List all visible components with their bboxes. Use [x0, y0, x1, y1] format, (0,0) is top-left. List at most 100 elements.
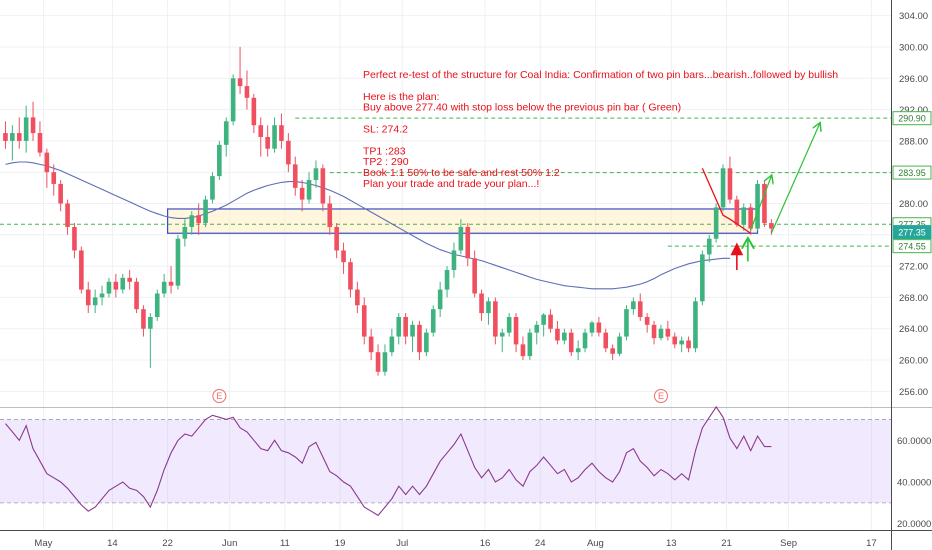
- price-badge-label-3: 277.35: [898, 228, 926, 238]
- candle-56: [389, 328, 395, 357]
- candle-100: [693, 297, 698, 353]
- candle-body: [203, 199, 208, 224]
- candle-body: [299, 187, 305, 200]
- candle-28: [196, 203, 201, 235]
- candle-body: [10, 133, 15, 141]
- candle-body: [279, 125, 284, 141]
- time-tick-label-9: Aug: [587, 538, 604, 549]
- candle-body: [706, 238, 712, 255]
- candle-body: [568, 332, 574, 353]
- price-tick-label-4: 272.00: [899, 262, 928, 273]
- candle-62: [430, 305, 436, 337]
- candle-body: [644, 316, 650, 325]
- candle-87: [603, 328, 609, 353]
- candle-43: [299, 180, 305, 212]
- time-tick-label-1: 14: [107, 538, 118, 549]
- candle-body: [562, 332, 567, 341]
- candle-body: [99, 293, 105, 298]
- candle-17: [120, 273, 126, 294]
- candle-body: [161, 281, 167, 294]
- price-badge-1: [892, 165, 932, 180]
- candle-body: [672, 336, 678, 345]
- candle-96: [665, 320, 671, 341]
- price-tick-label-1: 260.00: [899, 356, 928, 367]
- price-tick-label-8: 288.00: [899, 136, 928, 147]
- moving-average-line: [5, 161, 730, 290]
- candle-49: [341, 242, 346, 274]
- candle-92: [637, 293, 643, 321]
- candle-body: [637, 301, 643, 317]
- annotation-line-2: Here is the plan:: [363, 91, 439, 103]
- candle-body: [361, 305, 367, 337]
- rsi-tick-label-2: 60.0000: [897, 436, 931, 447]
- time-tick-label-13: 17: [866, 538, 877, 549]
- candle-body: [189, 215, 195, 227]
- candle-1: [10, 125, 15, 161]
- candle-body: [196, 215, 201, 224]
- candle-body: [548, 314, 553, 329]
- candle-body: [458, 226, 464, 251]
- candle-body: [665, 328, 671, 337]
- candle-body: [348, 262, 353, 290]
- candle-body: [375, 352, 381, 372]
- rsi-tick-label-1: 40.0000: [897, 478, 931, 489]
- candle-5: [37, 121, 43, 157]
- candle-body: [617, 336, 622, 354]
- candle-10: [72, 223, 77, 259]
- price-badge-label-1: 283.95: [898, 168, 926, 178]
- candle-94: [651, 320, 657, 345]
- annotation-line-3: Buy above 277.40 with stop loss below th…: [363, 102, 681, 114]
- candle-body: [251, 97, 257, 126]
- candle-73: [506, 313, 512, 337]
- candle-body: [417, 324, 422, 353]
- candle-39: [272, 117, 277, 153]
- candle-13: [92, 289, 98, 314]
- time-tick-label-3: Jun: [222, 538, 237, 549]
- candle-36: [251, 93, 257, 134]
- candle-body: [355, 289, 360, 306]
- price-badge-label-4: 274.55: [898, 242, 926, 252]
- candle-32: [223, 117, 229, 157]
- candle-27: [189, 211, 195, 235]
- candle-8: [58, 180, 63, 212]
- candle-55: [382, 344, 388, 376]
- candle-54: [375, 344, 381, 376]
- candle-14: [99, 285, 105, 306]
- candle-33: [230, 74, 236, 126]
- candle-24: [168, 266, 174, 294]
- candle-6: [44, 148, 50, 188]
- candle-body: [334, 226, 339, 251]
- candle-93: [644, 313, 650, 333]
- candle-body: [154, 293, 160, 317]
- candle-body: [210, 176, 215, 200]
- candle-18: [127, 270, 132, 290]
- candle-75: [520, 336, 526, 361]
- candle-66: [458, 219, 464, 255]
- candle-body: [589, 322, 595, 333]
- candle-body: [541, 314, 546, 325]
- candle-body: [451, 250, 457, 271]
- time-tick-label-8: 24: [535, 538, 546, 549]
- candle-68: [472, 250, 477, 298]
- candle-body: [382, 352, 388, 372]
- price-tick-label-10: 296.00: [899, 74, 928, 85]
- candle-30: [210, 172, 215, 204]
- candle-body: [610, 348, 615, 354]
- candle-body: [3, 133, 8, 141]
- price-tick-label-12: 304.00: [899, 11, 928, 22]
- candle-42: [292, 156, 298, 196]
- time-tick-label-6: Jul: [396, 538, 408, 549]
- candle-body: [223, 121, 229, 145]
- candle-body: [493, 301, 498, 337]
- candle-67: [465, 223, 471, 267]
- candle-101: [700, 250, 705, 306]
- candle-26: [182, 219, 188, 247]
- candle-body: [700, 254, 705, 302]
- price-badge-4: [892, 239, 932, 254]
- candle-16: [113, 273, 119, 298]
- price-tick-label-3: 268.00: [899, 293, 928, 304]
- candle-45: [313, 160, 319, 188]
- time-tick-label-10: 13: [666, 538, 677, 549]
- candle-81: [562, 328, 567, 345]
